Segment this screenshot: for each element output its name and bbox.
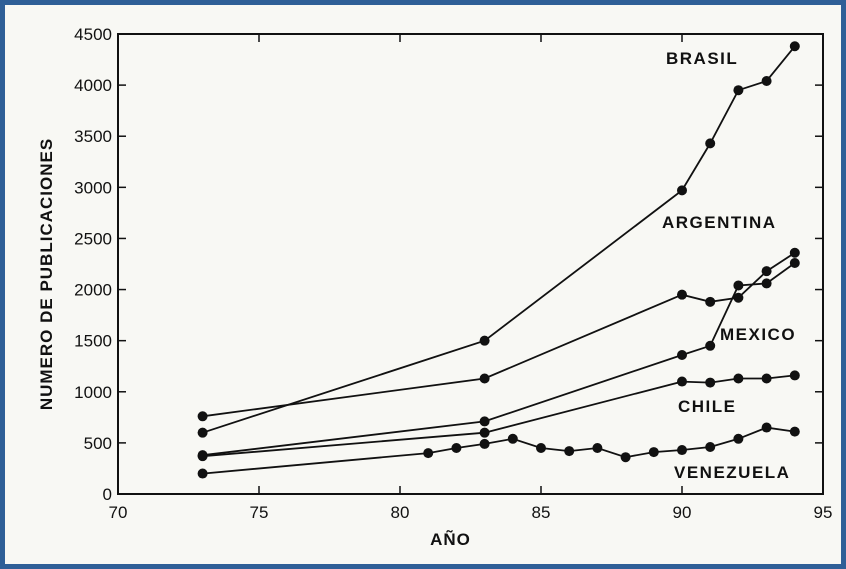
data-point-venezuela-1 [423, 448, 434, 459]
data-point-brasil-2 [677, 185, 687, 196]
data-point-venezuela-9 [648, 447, 659, 458]
y-tick-label-8: 4000 [74, 76, 112, 95]
y-tick-label-7: 3500 [74, 127, 112, 146]
series-line-argentina [202, 252, 796, 418]
points-layer [197, 41, 800, 479]
x-tick-label-4: 90 [673, 503, 692, 522]
x-tick-label-5: 95 [814, 503, 833, 522]
data-point-brasil-1 [479, 335, 490, 346]
data-point-venezuela-8 [620, 452, 631, 463]
data-point-venezuela-5 [536, 443, 546, 453]
data-point-venezuela-14 [789, 426, 800, 437]
data-point-argentina-6 [789, 247, 800, 258]
data-point-venezuela-2 [451, 443, 462, 453]
series-label-argentina: ARGENTINA [662, 213, 777, 232]
data-point-chile-6 [789, 370, 800, 381]
data-point-argentina-4 [733, 292, 744, 303]
data-point-chile-1 [479, 427, 490, 438]
data-point-mexico-5 [761, 278, 772, 289]
series-label-chile: CHILE [678, 397, 737, 416]
series-label-mexico: MEXICO [720, 325, 796, 344]
data-point-chile-5 [761, 373, 772, 384]
y-tick-label-1: 500 [84, 434, 112, 453]
data-point-argentina-1 [479, 373, 490, 384]
y-tick-label-9: 4500 [74, 25, 112, 44]
data-point-venezuela-10 [677, 445, 687, 456]
data-point-brasil-4 [733, 85, 744, 96]
data-point-mexico-6 [789, 257, 800, 268]
x-tick-label-0: 70 [109, 503, 128, 522]
series-label-venezuela: VENEZUELA [674, 463, 790, 482]
data-point-argentina-2 [677, 289, 687, 300]
data-point-mexico-2 [677, 349, 687, 360]
x-tick-label-2: 80 [391, 503, 410, 522]
data-point-argentina-0 [197, 411, 208, 422]
data-point-argentina-3 [705, 296, 716, 307]
y-tick-label-3: 1500 [74, 332, 112, 351]
data-point-chile-3 [705, 377, 716, 388]
data-point-chile-0 [197, 451, 208, 462]
data-point-mexico-1 [479, 416, 490, 427]
data-point-mexico-3 [705, 340, 716, 351]
labels-layer: BRASIL ARGENTINA MEXICO CHILE VENEZUELA [662, 49, 796, 482]
data-point-chile-4 [733, 373, 744, 384]
y-tick-label-6: 3000 [74, 178, 112, 197]
data-point-venezuela-7 [592, 443, 603, 453]
data-point-brasil-6 [789, 41, 800, 52]
data-point-brasil-5 [761, 76, 772, 87]
y-tick-label-5: 2500 [74, 229, 112, 248]
data-point-venezuela-6 [564, 446, 575, 457]
plot-area-border [117, 33, 824, 495]
data-point-brasil-3 [705, 138, 716, 149]
y-tick-label-4: 2000 [74, 281, 112, 300]
data-point-venezuela-3 [479, 438, 490, 449]
data-point-chile-2 [677, 376, 687, 387]
data-point-mexico-4 [733, 280, 744, 291]
data-point-venezuela-12 [733, 433, 744, 444]
data-point-venezuela-13 [761, 422, 772, 433]
y-tick-label-2: 1000 [74, 383, 112, 402]
data-point-venezuela-0 [197, 468, 208, 479]
x-axis-title: AÑO [430, 529, 471, 549]
x-tick-label-3: 85 [532, 503, 551, 522]
data-point-venezuela-4 [507, 433, 518, 444]
data-point-argentina-5 [761, 266, 772, 277]
y-tick-label-0: 0 [103, 485, 112, 504]
x-tick-label-1: 75 [250, 503, 269, 522]
y-axis-title: NUMERO DE PUBLICACIONES [37, 138, 56, 410]
series-line-mexico [202, 262, 796, 457]
data-point-brasil-0 [197, 427, 208, 438]
series-label-brasil: BRASIL [666, 49, 738, 68]
series-line-brasil [202, 45, 796, 434]
data-point-venezuela-11 [705, 441, 716, 452]
